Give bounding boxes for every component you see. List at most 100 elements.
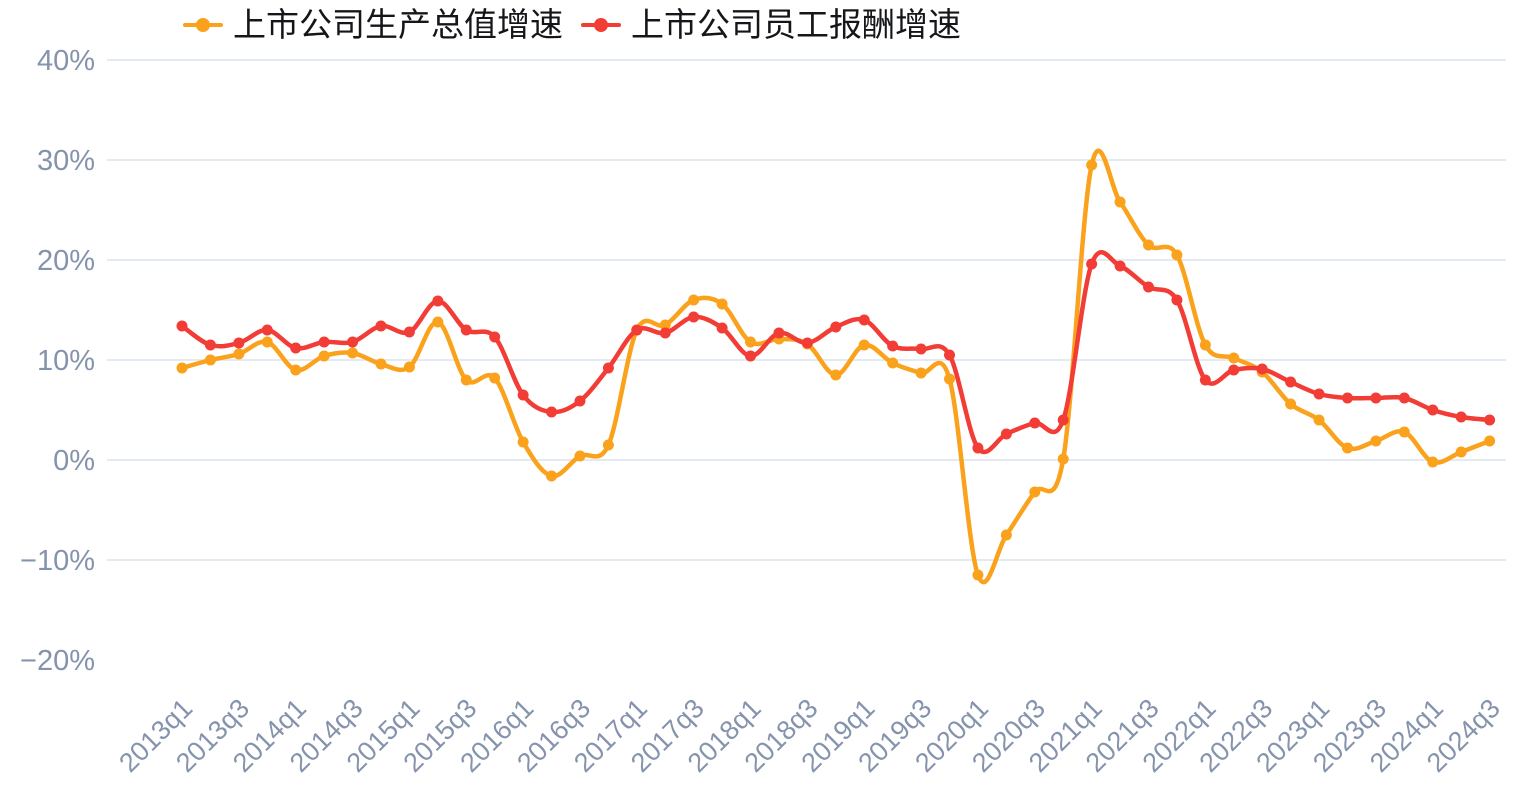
legend-item-gdp-growth[interactable]: 上市公司生产总值增速	[183, 4, 563, 45]
y-axis-tick-label: 0%	[53, 445, 95, 477]
data-point	[204, 339, 216, 351]
data-point	[659, 327, 671, 339]
data-point	[745, 350, 757, 362]
data-point	[261, 324, 273, 336]
data-point	[176, 320, 188, 332]
data-point	[1370, 435, 1382, 447]
data-point	[1285, 398, 1297, 410]
data-point	[1086, 159, 1098, 171]
data-point	[1057, 453, 1069, 465]
data-point	[432, 316, 444, 328]
data-point	[403, 361, 415, 373]
data-point	[602, 362, 614, 374]
data-point	[688, 311, 700, 323]
data-point	[318, 350, 330, 362]
data-point	[1228, 364, 1240, 376]
data-point	[602, 439, 614, 451]
y-axis-tick-label: 20%	[37, 245, 95, 277]
data-point	[1029, 486, 1041, 498]
data-point	[1000, 529, 1012, 541]
data-point	[1398, 392, 1410, 404]
data-point	[1142, 281, 1154, 293]
data-point	[460, 324, 472, 336]
data-point	[1455, 411, 1467, 423]
y-axis-tick-label: 10%	[37, 345, 95, 377]
data-point	[375, 320, 387, 332]
data-point	[517, 436, 529, 448]
y-axis-tick-label: −20%	[20, 645, 95, 677]
legend-item-compensation-growth[interactable]: 上市公司员工报酬增速	[581, 4, 961, 45]
line-series-marker-icon	[183, 17, 223, 32]
data-point	[290, 342, 302, 354]
data-point	[830, 321, 842, 333]
data-point	[1341, 442, 1353, 454]
data-point	[944, 373, 956, 385]
data-point	[858, 339, 870, 351]
data-point	[716, 298, 728, 310]
y-axis-tick-label: 30%	[37, 145, 95, 177]
data-point	[290, 364, 302, 376]
data-point	[1114, 260, 1126, 272]
data-point	[460, 374, 472, 386]
data-point	[915, 367, 927, 379]
data-point	[688, 294, 700, 306]
x-axis-labels: 2013q12013q32014q12014q32015q12015q32016…	[113, 693, 1506, 778]
data-point	[1285, 376, 1297, 388]
data-point	[915, 343, 927, 355]
data-point	[1370, 392, 1382, 404]
data-point	[1455, 446, 1467, 458]
data-point	[659, 319, 671, 331]
data-point	[347, 336, 359, 348]
chart-legend: 上市公司生产总值增速 上市公司员工报酬增速	[183, 4, 961, 45]
y-axis-tick-label: 40%	[37, 45, 95, 77]
data-point	[403, 326, 415, 338]
y-axis-labels: 40% 30% 20% 10% 0% −10% −20%	[20, 45, 95, 677]
data-point	[1484, 435, 1496, 447]
data-point	[1228, 352, 1240, 364]
data-point	[1000, 428, 1012, 440]
data-point	[489, 372, 501, 384]
data-point	[801, 337, 813, 349]
data-point	[1313, 414, 1325, 426]
data-point	[631, 324, 643, 336]
data-point	[233, 348, 245, 360]
data-point	[233, 337, 245, 349]
series-compensation-growth	[176, 250, 1496, 455]
data-point	[830, 369, 842, 381]
data-point	[972, 569, 984, 581]
series-gdp-growth	[176, 148, 1496, 585]
data-point	[887, 357, 899, 369]
data-point	[1341, 392, 1353, 404]
series-points-gdp-growth	[176, 159, 1496, 581]
data-point	[1171, 294, 1183, 306]
data-point	[574, 450, 586, 462]
data-point	[1142, 239, 1154, 251]
data-point	[1427, 456, 1439, 468]
data-point	[1199, 374, 1211, 386]
series-points-compensation-growth	[176, 258, 1496, 454]
data-point	[517, 389, 529, 401]
data-point	[1199, 339, 1211, 351]
data-point	[716, 322, 728, 334]
y-axis-tick-label: −10%	[20, 545, 95, 577]
data-point	[972, 442, 984, 454]
data-point	[204, 354, 216, 366]
data-point	[318, 336, 330, 348]
data-point	[1171, 249, 1183, 261]
data-point	[1086, 258, 1098, 270]
data-point	[1114, 196, 1126, 208]
data-point	[1029, 417, 1041, 429]
y-gridlines	[107, 59, 1506, 561]
data-point	[1256, 363, 1268, 375]
data-point	[773, 327, 785, 339]
data-point	[432, 295, 444, 307]
legend-label-gdp-growth: 上市公司生产总值增速	[233, 6, 563, 43]
data-point	[944, 349, 956, 361]
data-point	[1398, 426, 1410, 438]
data-point	[261, 336, 273, 348]
data-point	[1057, 414, 1069, 426]
data-point	[1427, 404, 1439, 416]
data-point	[546, 406, 558, 418]
